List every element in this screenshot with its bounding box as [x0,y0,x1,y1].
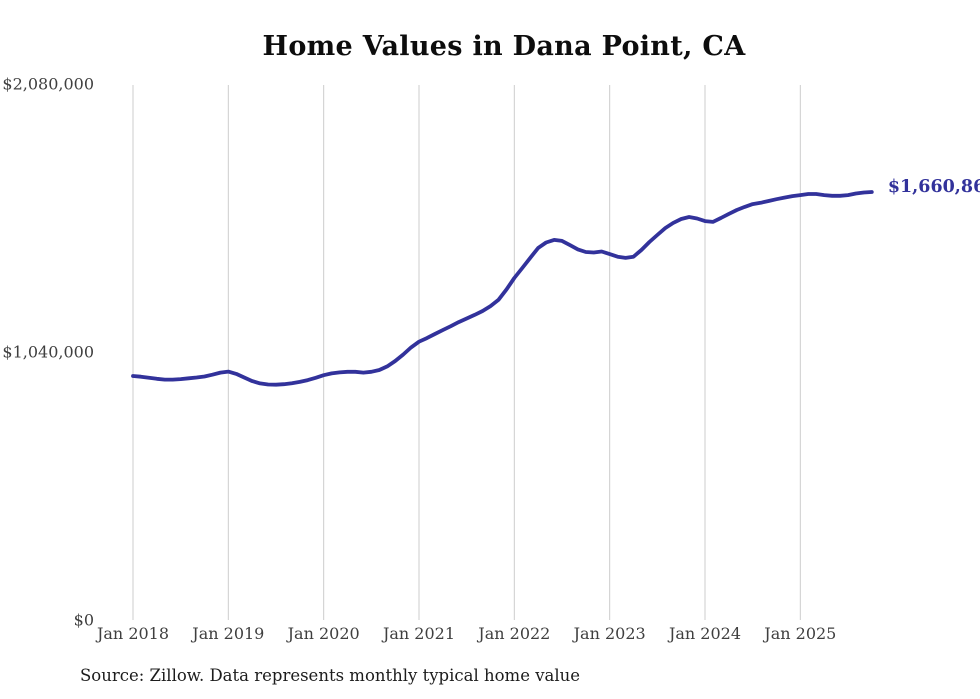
y-tick-label: $0 [73,610,94,630]
source-note: Source: Zillow. Data represents monthly … [80,666,581,685]
x-tick-label: Jan 2022 [478,624,551,643]
gridlines [132,85,801,620]
x-tick-label: Jan 2019 [192,624,265,643]
end-value-label: $1,660,865 [887,177,980,197]
chart-title: Home Values in Dana Point, CA [262,31,746,62]
y-tick-label: $1,040,000 [2,342,94,362]
x-tick-label: Jan 2021 [382,624,456,643]
x-tick-label: Jan 2025 [764,624,837,643]
series-line [131,190,874,387]
x-tick-label: Jan 2018 [96,624,170,643]
x-tick-label: Jan 2023 [573,624,646,643]
x-tick-label: Jan 2020 [287,624,360,643]
y-tick-label: $2,080,000 [2,74,94,94]
x-tick-label: Jan 2024 [668,624,742,643]
